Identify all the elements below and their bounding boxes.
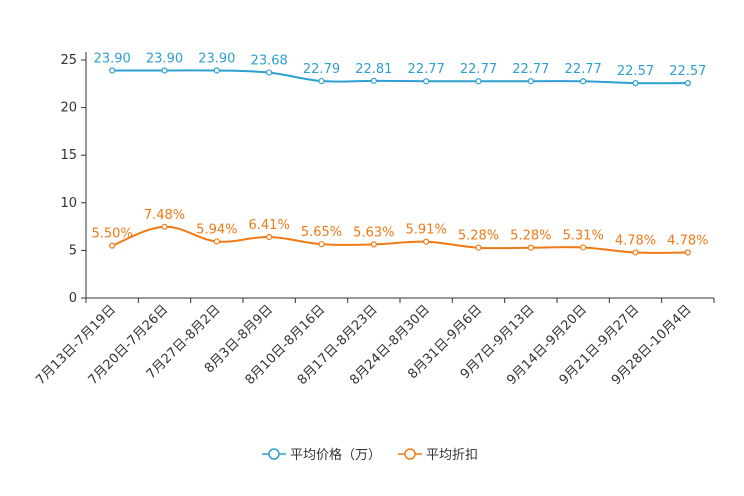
- data-label-discount: 4.78%: [615, 233, 656, 248]
- data-point-price[interactable]: [475, 78, 482, 85]
- data-label-discount: 5.28%: [458, 229, 499, 244]
- data-point-price[interactable]: [109, 67, 116, 74]
- data-label-discount: 5.91%: [406, 223, 447, 238]
- data-point-discount[interactable]: [632, 249, 639, 256]
- data-point-price[interactable]: [684, 80, 691, 87]
- data-point-price[interactable]: [266, 69, 273, 76]
- data-label-discount: 6.41%: [249, 218, 290, 233]
- data-point-discount[interactable]: [318, 241, 325, 248]
- data-label-price: 22.77: [460, 62, 497, 77]
- y-tick-label: 5: [69, 243, 77, 258]
- data-point-price[interactable]: [632, 80, 639, 87]
- data-point-price[interactable]: [370, 77, 377, 84]
- data-label-price: 23.90: [146, 51, 183, 66]
- data-label-discount: 5.28%: [510, 229, 551, 244]
- data-label-discount: 7.48%: [144, 208, 185, 223]
- data-label-discount: 5.65%: [301, 225, 342, 240]
- data-label-price: 23.68: [251, 54, 288, 69]
- data-point-discount[interactable]: [475, 244, 482, 251]
- legend-item-price[interactable]: 平均价格（万）: [262, 447, 381, 463]
- legend-label: 平均价格（万）: [290, 447, 381, 463]
- data-point-discount[interactable]: [423, 238, 430, 245]
- data-point-price[interactable]: [161, 67, 168, 74]
- data-label-discount: 5.94%: [196, 222, 237, 237]
- data-point-price[interactable]: [580, 78, 587, 85]
- data-point-price[interactable]: [527, 78, 534, 85]
- data-label-price: 22.77: [565, 62, 602, 77]
- x-axis: 7月13日-7月19日7月20日-7月26日7月27日-8月2日8月3日-8月9…: [33, 297, 715, 388]
- data-point-discount[interactable]: [527, 244, 534, 251]
- y-tick-label: 15: [60, 148, 77, 163]
- series-layer: 23.90 23.90 23.90 23.68 22.79 22.81 22.77 22.77…: [92, 51, 708, 256]
- data-label-price: 22.77: [512, 62, 549, 77]
- legend-item-discount[interactable]: 平均折扣: [398, 448, 478, 463]
- data-label-price: 22.81: [355, 62, 392, 77]
- y-axis: 0 5 10 15 20 25: [60, 52, 87, 306]
- data-label-price: 22.79: [303, 62, 340, 77]
- legend-marker-icon: [268, 448, 280, 460]
- data-label-price: 22.77: [408, 62, 445, 77]
- legend[interactable]: 平均价格（万） 平均折扣: [262, 447, 478, 463]
- data-point-discount[interactable]: [580, 244, 587, 251]
- data-label-price: 22.57: [669, 64, 706, 79]
- y-tick-label: 20: [60, 101, 77, 116]
- data-point-price[interactable]: [423, 78, 430, 85]
- series-price: 23.90 23.90 23.90 23.68 22.79 22.81 22.77 22.77…: [94, 51, 706, 87]
- data-label-price: 23.90: [198, 51, 235, 66]
- data-point-discount[interactable]: [266, 233, 273, 241]
- y-tick-label: 0: [69, 291, 77, 306]
- legend-marker-icon: [404, 448, 416, 460]
- data-label-discount: 4.78%: [667, 233, 708, 248]
- series-line-price: [112, 69, 688, 85]
- data-label-price: 22.57: [617, 64, 654, 79]
- data-label-discount: 5.63%: [353, 225, 394, 240]
- data-point-discount[interactable]: [109, 242, 116, 249]
- data-point-price[interactable]: [213, 67, 220, 74]
- series-discount: 5.50% 7.48% 5.94% 6.41% 5.65% 5.63% 5.91% 5.28%…: [92, 208, 708, 256]
- data-point-discount[interactable]: [684, 249, 691, 256]
- data-point-discount[interactable]: [370, 241, 377, 248]
- data-point-discount[interactable]: [213, 238, 220, 245]
- legend-label: 平均折扣: [426, 448, 478, 463]
- data-label-price: 23.90: [94, 51, 131, 66]
- y-tick-label: 25: [60, 53, 77, 68]
- data-label-discount: 5.50%: [92, 227, 133, 242]
- y-tick-label: 10: [60, 196, 77, 211]
- series-line-discount: [111, 225, 688, 254]
- data-label-discount: 5.31%: [563, 228, 604, 243]
- data-point-discount[interactable]: [161, 223, 168, 230]
- data-point-price[interactable]: [318, 77, 325, 85]
